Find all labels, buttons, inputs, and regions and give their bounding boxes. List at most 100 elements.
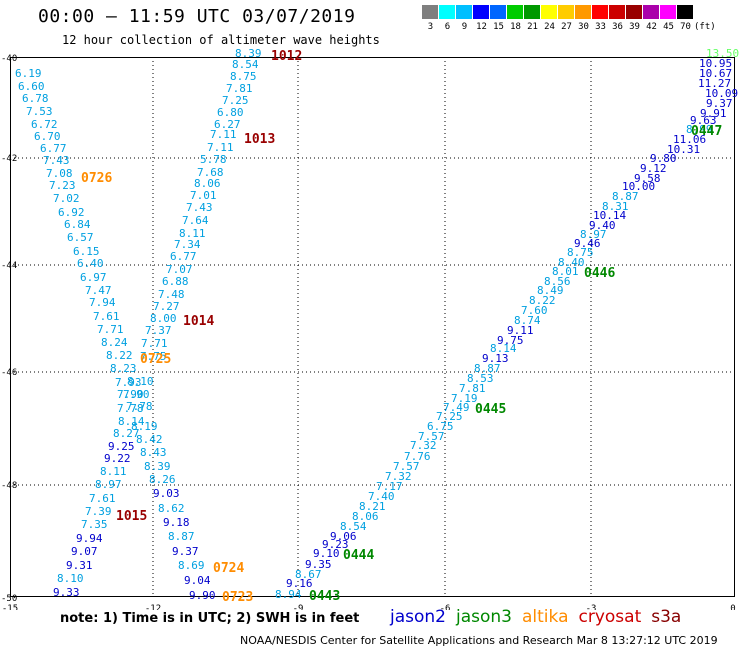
lat-tick-label: -46	[1, 368, 17, 378]
swh-value-label: 7.71	[141, 337, 168, 350]
lon-tick-label: -9	[293, 604, 304, 610]
orbit-number-label: 0447	[691, 124, 722, 139]
swh-value-label: 8.39	[144, 460, 171, 473]
swh-value-label: 6.77	[170, 250, 197, 263]
swh-value-label: 7.01	[190, 189, 217, 202]
swh-value-label: 7.81	[226, 82, 253, 95]
swh-value-label: 8.24	[101, 336, 128, 349]
swh-value-label: 6.70	[34, 130, 61, 143]
swh-value-label: 9.13	[482, 352, 509, 365]
legend-label: 70	[680, 22, 691, 32]
swh-value-label: 6.72	[31, 118, 58, 131]
swh-value-label: 9.25	[108, 440, 135, 453]
lat-tick-label: -48	[1, 481, 17, 491]
swh-value-label: 7.68	[197, 166, 224, 179]
swh-value-label: 7.78	[117, 402, 144, 415]
swh-value-label: 7.37	[145, 324, 172, 337]
orbit-number-label: 1013	[244, 132, 275, 147]
orbit-number-label: 0724	[213, 561, 244, 576]
swh-value-label: 7.43	[186, 201, 213, 214]
swh-value-label: 9.22	[104, 452, 131, 465]
swh-value-label: 10.31	[667, 143, 700, 156]
altimeter-map: -15 -12 -9 -6 -3 0 -40 -42 -44 -46 -48 -50 13.5010.9…	[1, 47, 739, 610]
legend-label: 24	[544, 22, 555, 32]
legend-swatch	[626, 5, 643, 19]
swh-value-label: 9.37	[172, 545, 199, 558]
swh-value-label: 9.11	[507, 324, 534, 337]
swh-value-label: 9.91	[700, 107, 727, 120]
swh-value-label: 10.14	[593, 209, 626, 222]
swh-value-label: 8.97	[95, 478, 122, 491]
legend-swatch	[643, 5, 660, 19]
swh-value-label: 9.80	[650, 152, 677, 165]
swh-value-label: 7.81	[459, 382, 486, 395]
swh-value-label: 5.78	[200, 153, 227, 166]
swh-value-label: 8.31	[602, 200, 629, 213]
swh-value-label: 8.87	[168, 530, 195, 543]
swh-value-label: 6.77	[40, 142, 67, 155]
swh-value-label: 6.27	[214, 118, 241, 131]
satellite-cryosat: cryosat	[578, 607, 642, 627]
swh-value-label: 13.50	[706, 47, 739, 60]
swh-value-label: 8.75	[567, 246, 594, 259]
swh-value-label: 8.99	[686, 123, 713, 136]
swh-value-label: 9.37	[706, 97, 733, 110]
swh-value-label: 7.61	[89, 492, 116, 505]
swh-value-label: 7.61	[93, 310, 120, 323]
swh-value-label: 8.23	[110, 362, 137, 375]
swh-value-label: 7.40	[368, 490, 395, 503]
swh-value-label: 6.97	[80, 271, 107, 284]
swh-value-label: 11.06	[673, 133, 706, 146]
swh-value-label: 7.23	[49, 179, 76, 192]
legend-swatch	[677, 5, 694, 19]
swh-value-label: 8.14	[490, 342, 517, 355]
swh-value-label: 8.42	[136, 433, 163, 446]
swh-value-label: 6.75	[427, 420, 454, 433]
legend-label: 9	[461, 22, 468, 32]
legend-labels: 3 6 9 12 15 18 21 24 27 30 33 36 39 42 45 70 (ft)	[422, 22, 716, 32]
swh-value-label: 7.49	[443, 401, 470, 414]
legend-label: (ft)	[694, 22, 716, 32]
swh-value-label: 8.49	[537, 284, 564, 297]
orbit-number-label: 0725	[140, 352, 171, 367]
swh-value-label: 9.63	[690, 114, 717, 127]
swh-value-label: 9.35	[305, 558, 332, 571]
swh-value-label: 8.11	[100, 465, 127, 478]
swh-value-label: 6.80	[217, 106, 244, 119]
swh-value-label: 7.53	[26, 105, 53, 118]
swh-value-label: 7.47	[85, 284, 112, 297]
lat-tick-label: -44	[1, 261, 17, 271]
footnote: note: 1) Time is in UTC; 2) SWH is in fe…	[60, 611, 360, 626]
orbit-number-label: 0723	[222, 590, 253, 605]
swh-value-label: 7.11	[210, 128, 237, 141]
orbit-number-label: 1014	[183, 314, 214, 329]
swh-value-label: 8.01	[552, 265, 579, 278]
satellite-jason2: jason2	[390, 607, 446, 627]
map-plot-frame	[10, 57, 735, 597]
swh-value-label: 9.06	[330, 530, 357, 543]
swh-value-label: 7.76	[404, 450, 431, 463]
swh-value-label: 7.60	[521, 304, 548, 317]
legend-swatch	[439, 5, 456, 19]
swh-value-label: 7.78	[126, 400, 153, 413]
swh-value-label: 8.54	[232, 58, 259, 71]
swh-value-label: 9.75	[497, 334, 524, 347]
legend-label: 30	[578, 22, 589, 32]
orbit-number-label: 0445	[475, 402, 506, 417]
swh-value-label: 6.60	[18, 80, 45, 93]
swh-value-label: 8.06	[194, 177, 221, 190]
swh-value-label: 7.93	[115, 376, 142, 389]
swh-value-label: 8.67	[295, 568, 322, 581]
swh-value-label: 8.69	[178, 559, 205, 572]
swh-value-label: 6.84	[64, 218, 91, 231]
swh-value-label: 7.39	[85, 505, 112, 518]
swh-value-label: 7.75	[140, 350, 167, 363]
legend-label: 42	[646, 22, 657, 32]
swh-value-label: 7.43	[43, 154, 70, 167]
legend-swatch	[490, 5, 507, 19]
legend-swatch	[541, 5, 558, 19]
swh-value-label: 7.64	[182, 214, 209, 227]
lon-tick-label: 0	[730, 604, 735, 610]
lat-tick-label: -40	[1, 54, 17, 64]
swh-value-label: 7.94	[89, 296, 116, 309]
